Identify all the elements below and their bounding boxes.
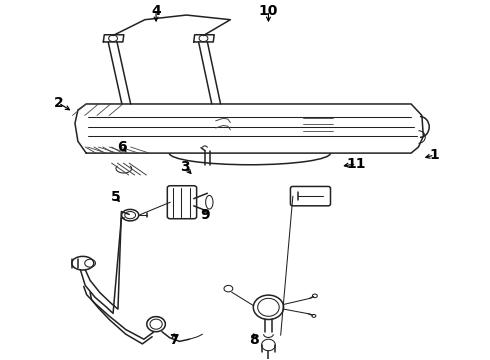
Text: 8: 8 xyxy=(249,333,259,347)
Text: 9: 9 xyxy=(200,208,210,222)
Text: 6: 6 xyxy=(117,140,127,154)
Text: 1: 1 xyxy=(430,148,440,162)
Text: 2: 2 xyxy=(53,96,63,110)
Text: 10: 10 xyxy=(259,4,278,18)
Text: 11: 11 xyxy=(346,157,366,171)
Text: 5: 5 xyxy=(111,190,121,204)
Text: 7: 7 xyxy=(170,333,179,347)
Text: 4: 4 xyxy=(151,4,161,18)
Text: 3: 3 xyxy=(181,161,190,175)
